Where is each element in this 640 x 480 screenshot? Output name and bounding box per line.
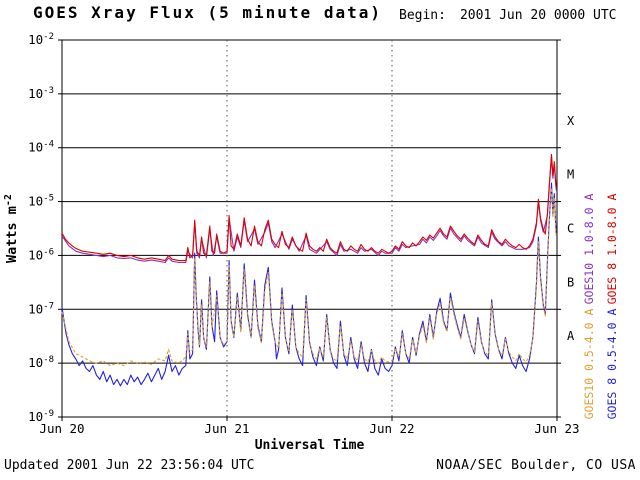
legend-goes8-short: GOES 8 0.5-4.0 A: [605, 309, 619, 420]
flare-class-label: A: [567, 329, 575, 343]
legend-goes10-short: GOES10 0.5-4.0 A: [582, 309, 596, 420]
credit-text: NOAA/SEC Boulder, CO USA: [436, 458, 636, 473]
begin-value: 2001 Jun 20 0000 UTC: [459, 8, 617, 23]
ytick-label: 10-7: [28, 301, 54, 316]
ytick-label: 10-3: [28, 86, 54, 101]
xtick-label: Jun 23: [534, 421, 579, 436]
flare-class-label: X: [567, 114, 575, 128]
xtick-label: Jun 20: [39, 421, 84, 436]
flare-class-label: B: [567, 275, 574, 289]
xtick-label: Jun 22: [369, 421, 414, 436]
plot-area: [61, 39, 558, 418]
begin-label: Begin:: [399, 8, 446, 23]
page-title: GOES Xray Flux (5 minute data): [33, 3, 382, 22]
series-goes8-long: [61, 153, 557, 262]
ytick-label: 10-4: [28, 140, 54, 155]
series-goes10-long: [61, 156, 557, 264]
ytick-label: 10-5: [28, 194, 54, 209]
flare-class-label: M: [567, 168, 574, 182]
ytick-label: 10-2: [28, 32, 54, 47]
begin-group: Begin: 2001 Jun 20 0000 UTC: [399, 8, 617, 23]
xtick-label: Jun 21: [204, 421, 249, 436]
ytick-label: 10-8: [28, 355, 54, 370]
legend-goes10-long: GOES10 1.0-8.0 A: [582, 194, 596, 305]
y-axis-label: Watts m-2: [3, 194, 20, 263]
x-axis-label: Universal Time: [254, 438, 365, 453]
ytick-label: 10-6: [28, 247, 54, 262]
series-goes10-short: [61, 187, 557, 367]
ytick-label: 10-9: [28, 409, 54, 424]
updated-timestamp: Updated 2001 Jun 22 23:56:04 UTC: [4, 458, 255, 473]
legend-goes8-long: GOES 8 1.0-8.0 A: [605, 194, 619, 305]
flare-class-label: C: [567, 222, 574, 236]
